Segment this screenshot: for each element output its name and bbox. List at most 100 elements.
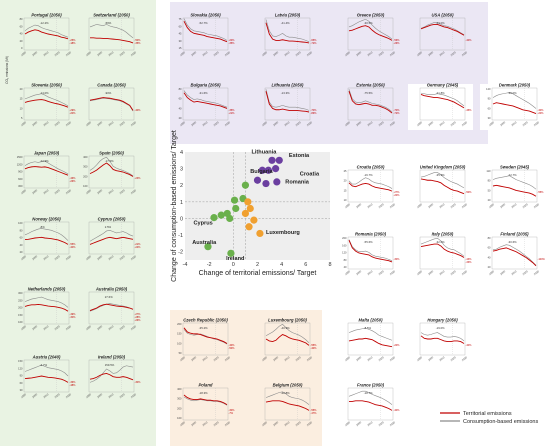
x-tick-label: 1990 bbox=[20, 254, 27, 261]
x-tick-label: 2030 bbox=[461, 269, 468, 276]
x-tick-label: 2000 bbox=[427, 269, 434, 276]
x-tick-label: 2000 bbox=[355, 120, 362, 127]
x-tick-label: 2020 bbox=[119, 50, 126, 57]
mini-chart-slovenia: Slovenia (2050)-14.0%-29%-20%1990 2000 201… bbox=[20, 83, 77, 128]
change-annotation: -55.6% bbox=[364, 240, 373, 244]
change-annotation: -22.7% bbox=[508, 173, 517, 177]
scatter-point bbox=[232, 204, 240, 213]
mini-chart-frame bbox=[347, 236, 394, 270]
target-label: -20% bbox=[394, 344, 401, 347]
target-label: -25% bbox=[70, 39, 77, 42]
x-tick-label: 2000 bbox=[355, 420, 362, 427]
target-label: -40% bbox=[311, 347, 318, 350]
x-tick-label: 2010 bbox=[107, 392, 114, 399]
territorial-line bbox=[89, 303, 134, 311]
x-tick-label: 2030 bbox=[65, 188, 72, 195]
x-tick-label: 1990 bbox=[344, 355, 351, 362]
change-annotation: -30.0% bbox=[508, 91, 517, 95]
mini-chart-france: France (2050) -18.7% -40% 1990 2000 2010 2020 2… bbox=[336, 383, 401, 430]
x-tick-label: 2030 bbox=[130, 254, 137, 261]
x-tick-label: 2020 bbox=[54, 120, 61, 127]
scatter-y-label: Change of consumption-based emissions/ T… bbox=[171, 130, 178, 282]
mini-chart-frame bbox=[419, 17, 466, 51]
mini-chart-poland: Poland -18.3% -30%-7% 1990 2000 2010 2020 2030 4… bbox=[177, 383, 235, 428]
x-tick-label: 2020 bbox=[378, 120, 385, 127]
mini-chart-spain: Spain (2050) -17.0% -23% 1990 2000 2010 2020 20… bbox=[83, 151, 141, 196]
y-tick-label: 200 bbox=[342, 236, 347, 240]
x-tick-label: 2010 bbox=[42, 50, 49, 57]
territorial-line bbox=[265, 91, 310, 113]
y-tick-label: 90 bbox=[20, 374, 23, 378]
mini-chart-frame bbox=[88, 17, 135, 51]
mini-chart-greece: Greece (2050) -30.5% -56%-26% 1990 2000 2010 2… bbox=[344, 13, 400, 58]
target-label: -26% bbox=[70, 180, 77, 183]
mini-chart-frame bbox=[347, 17, 394, 51]
consumption-line bbox=[265, 89, 310, 111]
x-tick-label: 1990 bbox=[20, 324, 27, 331]
mini-chart-frame bbox=[419, 87, 466, 121]
scatter-country-label: Luxembourg bbox=[266, 230, 300, 236]
territorial-line bbox=[24, 375, 69, 383]
x-tick-label: 2020 bbox=[54, 392, 61, 399]
target-label: -20% bbox=[394, 194, 401, 197]
x-tick-label: 2020 bbox=[119, 188, 126, 195]
mini-chart-frame bbox=[264, 387, 311, 421]
x-tick-label: 2000 bbox=[272, 120, 279, 127]
mini-chart-luxembourg: Luxembourg (2050) -40.9% -55%-40% 1990 2000 2… bbox=[261, 318, 317, 363]
y-tick-label: 60 bbox=[488, 246, 491, 250]
x-tick-label: 2010 bbox=[438, 120, 445, 127]
peach-panel-bg bbox=[170, 310, 322, 446]
x-tick-label: 2030 bbox=[65, 324, 72, 331]
target-label: -72% bbox=[394, 112, 401, 115]
scatter-country-label: Australia bbox=[192, 240, 217, 246]
territorial-line bbox=[265, 334, 310, 346]
x-tick-label: 2000 bbox=[427, 202, 434, 209]
mini-chart-canada: Canada (2050) -90% -40% 1990 2000 2010 2020 203… bbox=[85, 83, 141, 128]
scatter-point bbox=[230, 196, 239, 204]
mini-chart-czech: Czech Republic (2050) -35.2% -40%-50% 1990 2… bbox=[177, 318, 235, 363]
target-label: -24% bbox=[135, 246, 142, 249]
mini-chart-title: Estonia (2050) bbox=[356, 83, 385, 88]
mini-chart-title: Poland bbox=[199, 383, 213, 388]
target-label: -47% bbox=[311, 412, 318, 415]
target-label: -7% bbox=[229, 412, 234, 415]
x-tick-label: 2030 bbox=[461, 120, 468, 127]
change-annotation: -22.9% bbox=[40, 159, 49, 163]
target-label: -55% bbox=[70, 243, 77, 246]
change-annotation: -35.9% bbox=[436, 173, 445, 177]
mini-chart-title: USA (2050) bbox=[432, 13, 455, 18]
target-label: -50% bbox=[466, 191, 473, 194]
mini-chart-frame bbox=[347, 322, 394, 356]
territorial-line bbox=[89, 372, 134, 381]
change-annotation: -24.0% bbox=[436, 21, 445, 25]
scatter-x-tick: 4 bbox=[280, 262, 283, 268]
scatter-point bbox=[217, 211, 225, 219]
mini-chart-title: Greece (2050) bbox=[357, 13, 385, 18]
y-tick-label: 80 bbox=[20, 17, 23, 21]
x-tick-label: 1990 bbox=[20, 120, 27, 127]
consumption-line bbox=[183, 90, 228, 108]
x-tick-label: 2000 bbox=[272, 420, 279, 427]
scatter-y-tick: -2 bbox=[178, 250, 183, 256]
x-tick-label: 2030 bbox=[306, 50, 313, 57]
x-tick-label: 2010 bbox=[42, 254, 49, 261]
y-tick-label: 15 bbox=[179, 46, 182, 50]
consumption-line bbox=[89, 24, 134, 39]
y-axis-label: CO₂ emissions (Mt) bbox=[5, 56, 9, 84]
consumption-line bbox=[420, 332, 465, 342]
mini-chart-title: Slovakia (2050) bbox=[190, 13, 221, 18]
x-tick-label: 2020 bbox=[213, 355, 220, 362]
scatter-country-label: Romania bbox=[285, 180, 310, 186]
x-tick-label: 2010 bbox=[366, 420, 373, 427]
mini-chart-frame bbox=[88, 291, 135, 325]
mini-chart-frame bbox=[23, 87, 70, 121]
mini-chart-frame bbox=[491, 87, 538, 121]
x-tick-label: 2020 bbox=[119, 392, 126, 399]
y-tick-label: 900 bbox=[18, 170, 23, 174]
y-tick-label: 40 bbox=[20, 32, 23, 36]
mini-chart-title: Japan (2050) bbox=[34, 151, 60, 156]
consumption-line bbox=[24, 160, 69, 175]
y-tick-label: 30 bbox=[179, 39, 182, 43]
scatter-x-tick: 6 bbox=[304, 262, 307, 268]
mini-chart-title: Spain (2050) bbox=[99, 151, 124, 156]
